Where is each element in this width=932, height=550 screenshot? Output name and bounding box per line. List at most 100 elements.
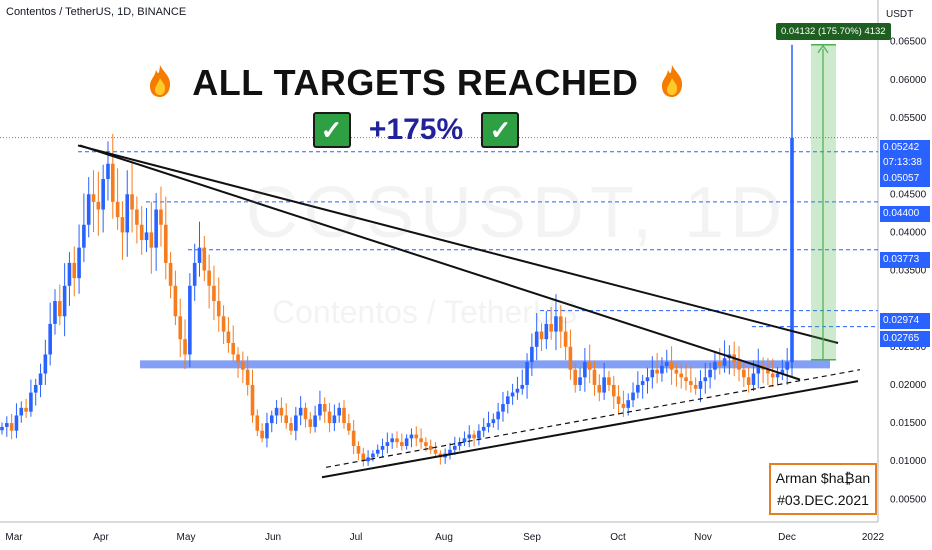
candle [154,209,158,248]
candle [110,163,115,202]
candle [457,442,462,446]
candle [337,407,341,416]
candle [188,285,192,355]
resistance-trendline-lower [79,144,801,381]
candle [462,438,467,443]
candle [236,354,240,363]
candle [385,442,390,446]
candle [53,301,57,324]
candle [674,369,679,374]
y-tick-label: 0.06500 [890,37,927,48]
candle [322,404,327,412]
candle [260,430,264,439]
candle [486,423,491,427]
candle [192,262,197,286]
candle [380,445,385,450]
measure-label: 0.04132 (175.70%) 4132 [776,23,891,40]
candle [703,377,708,382]
candle [775,373,780,378]
candle [332,415,337,424]
candle [313,415,317,427]
candle [255,415,260,431]
candle [414,434,419,439]
candle [106,163,110,179]
candle [115,201,120,218]
candle [77,247,81,279]
candle [86,194,91,225]
candle [785,362,789,370]
candle [640,381,645,385]
candle [308,419,313,427]
candle [43,354,48,374]
candle [130,194,134,210]
x-tick-label: Jun [265,532,281,543]
signature-date: #03.DEC.2021 [777,492,869,508]
candle [717,362,722,366]
candle [294,415,298,431]
price-tag: 0.05057 [880,171,930,187]
candle [472,434,476,439]
candle [67,262,72,286]
banner-gain: ✓ +175% ✓ [0,112,832,149]
candle [5,423,9,427]
candle [231,343,236,355]
support-trendline-dashed [325,369,861,468]
candle [568,346,573,370]
candle [241,362,245,370]
price-tag: 0.03773 [880,252,930,268]
candle [708,369,712,378]
candle [525,362,529,385]
candle [616,396,621,405]
candle [756,365,761,374]
candle [318,404,322,416]
candle [289,423,293,431]
candle [549,323,553,332]
candle [592,369,597,385]
candle [693,384,698,389]
candle [274,407,279,416]
candle [626,400,631,408]
candle [168,262,173,286]
candle [269,415,274,424]
candle [645,377,650,382]
check-icon: ✓ [312,112,351,149]
candle [395,438,399,443]
candle [611,384,616,397]
candle [139,224,144,241]
candle [390,438,394,443]
candle [409,434,414,439]
candle [433,449,438,454]
y-tick-label: 0.05500 [890,113,927,124]
candle [558,316,563,332]
banner-title: ALL TARGETS REACHED [0,62,832,107]
candle [72,262,77,279]
resistance-trendline-upper [77,144,839,344]
candle [501,404,505,412]
price-tag: 0.02974 [880,313,930,329]
fire-icon [659,64,685,107]
candle [159,209,163,225]
candle [650,369,655,378]
y-tick-label: 0.04500 [890,189,927,200]
candle [539,331,544,340]
candle [58,301,62,317]
candle [742,369,746,378]
candle [631,392,635,401]
candle [722,358,727,366]
candle [351,430,356,446]
candle [655,369,659,374]
candle [660,365,664,374]
candle [510,392,515,397]
candle [202,247,207,271]
candle [419,438,423,443]
candle [534,331,539,347]
candle [183,339,187,355]
candle [101,179,105,210]
candle [563,331,568,347]
candle [477,430,481,439]
candle [404,438,409,446]
candle [424,442,428,446]
candle [342,407,346,424]
x-tick-label: Jul [350,532,363,543]
